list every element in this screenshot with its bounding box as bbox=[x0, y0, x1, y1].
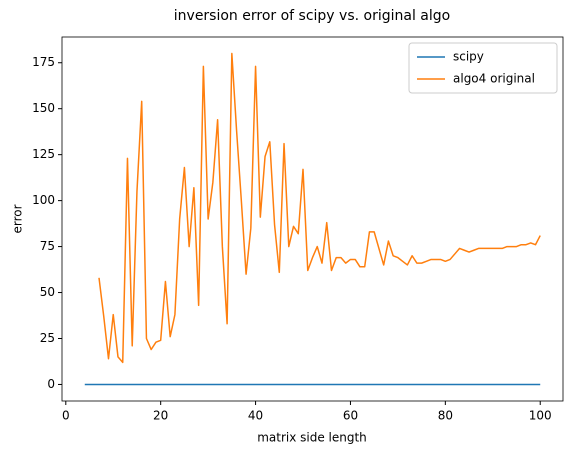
y-tick-label: 150 bbox=[32, 101, 55, 115]
x-tick-label: 40 bbox=[248, 409, 263, 423]
y-tick-label: 175 bbox=[32, 55, 55, 69]
plot-frame bbox=[61, 36, 564, 402]
legend-box bbox=[408, 42, 558, 94]
y-tick-label: 100 bbox=[32, 193, 55, 207]
series-line bbox=[98, 52, 541, 364]
chart-title: inversion error of scipy vs. original al… bbox=[174, 8, 450, 24]
y-tick-label: 25 bbox=[40, 331, 55, 345]
x-axis-label: matrix side length bbox=[257, 431, 367, 445]
x-tick-label: 20 bbox=[153, 409, 168, 423]
y-tick-label: 75 bbox=[40, 239, 55, 253]
y-tick-label: 125 bbox=[32, 147, 55, 161]
y-tick-label: 50 bbox=[40, 285, 55, 299]
x-tick-label: 80 bbox=[438, 409, 453, 423]
x-tick-label: 100 bbox=[529, 409, 552, 423]
y-tick-label: 0 bbox=[47, 377, 55, 391]
y-axis-label: error bbox=[11, 204, 25, 233]
x-tick-label: 60 bbox=[343, 409, 358, 423]
legend-label: algo4 original bbox=[453, 72, 535, 86]
legend-label: scipy bbox=[453, 50, 484, 64]
x-tick-label: 0 bbox=[62, 409, 70, 423]
